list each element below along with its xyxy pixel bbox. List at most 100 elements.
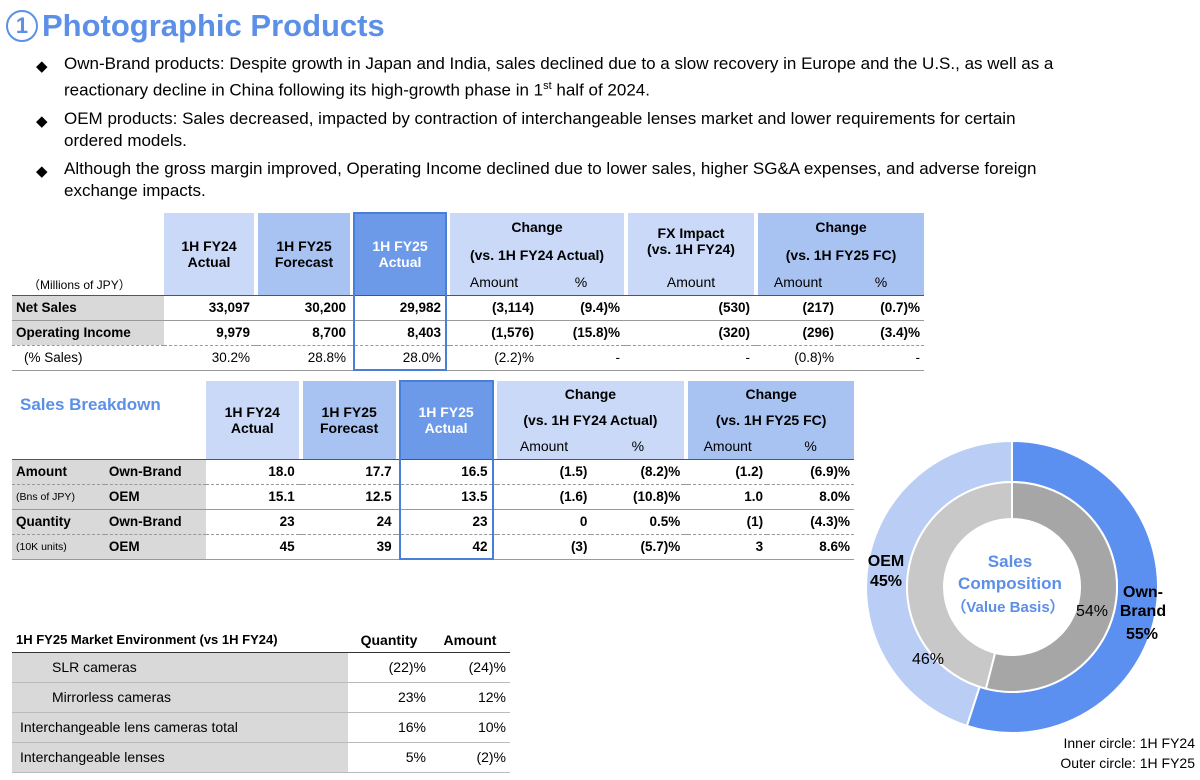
group-unit: (10K units) xyxy=(12,534,105,559)
cell: 1.0 xyxy=(744,489,764,504)
row-label: SLR cameras xyxy=(42,652,348,682)
table-row: Interchangeable lenses 5% (2)% xyxy=(12,742,510,772)
group-label: Amount xyxy=(12,459,105,484)
cell: 16% xyxy=(397,719,426,735)
cell: (3,114) xyxy=(491,300,534,315)
col-header-selected: 1H FY25 Actual xyxy=(353,212,447,295)
summary-table: 1H FY24 Actual 1H FY25 Forecast 1H FY25 Act… xyxy=(12,212,924,371)
col-header: 1H FY24 Actual xyxy=(205,381,299,459)
col-subheader: Amount xyxy=(496,433,592,459)
cell: 8,700 xyxy=(312,325,346,340)
col-subheader: (vs. 1H FY24 Actual) xyxy=(496,407,685,433)
cell: 33,097 xyxy=(208,300,250,315)
own-outer-label2: Brand xyxy=(1120,603,1166,620)
breakdown-table: 1H FY24 Actual 1H FY25 Forecast 1H FY25 Act… xyxy=(12,380,854,560)
cell: (1.2) xyxy=(735,464,764,479)
cell: (3.4)% xyxy=(880,325,920,340)
row-label: Mirrorless cameras xyxy=(42,682,348,712)
cell: 16.5 xyxy=(398,459,494,484)
col-subheader: % xyxy=(538,269,624,295)
cell: - xyxy=(745,350,751,365)
center-label-line1: Sales xyxy=(988,552,1032,571)
cell: 5% xyxy=(405,749,426,765)
cell: (6.9)% xyxy=(810,464,850,479)
table-row: Operating Income 9,979 8,700 8,403 (1,57… xyxy=(12,320,924,345)
unit-label: （Millions of JPY） xyxy=(28,278,131,292)
table-row: Net Sales 33,097 30,200 29,982 (3,114) (… xyxy=(12,295,924,320)
cell: (9.4)% xyxy=(580,300,620,315)
cell: 10% xyxy=(477,719,506,735)
cell: 0 xyxy=(579,514,588,529)
cell: 42 xyxy=(398,534,494,560)
cell: 28.8% xyxy=(307,350,346,365)
cell: (4.3)% xyxy=(810,514,850,529)
inner-own-pct: 54% xyxy=(1076,603,1108,620)
col-header: 1H FY25 Forecast xyxy=(302,381,396,459)
cell: (296) xyxy=(802,325,834,340)
page-title: 1 Photographic Products xyxy=(6,4,385,48)
cell: 45 xyxy=(279,539,295,554)
group-unit: (Bns of JPY) xyxy=(12,484,105,509)
market-table: 1H FY25 Market Environment (vs 1H FY24) … xyxy=(12,628,510,773)
col-subheader: (vs. 1H FY25 FC) xyxy=(758,241,924,269)
col-header: Change xyxy=(450,213,624,241)
cell: 12% xyxy=(477,689,506,705)
col-subheader: Amount xyxy=(688,433,768,459)
col-subheader: % xyxy=(591,433,685,459)
composition-donut-chart: Sales Composition （Value Basis） OEM 45% … xyxy=(865,440,1195,771)
col-subheader: Amount xyxy=(758,269,838,295)
col-subheader: % xyxy=(767,433,854,459)
cell: 8.0% xyxy=(819,489,850,504)
table-row: (10K units) OEM 45 39 42 (3) (5.7)% 3 8.… xyxy=(12,534,854,560)
col-header: FX Impact (vs. 1H FY24) xyxy=(628,213,754,269)
bullet-text: OEM products: Sales decreased, impacted … xyxy=(64,108,1016,128)
cell: 28.0% xyxy=(353,345,447,371)
bullet-text: reactionary decline in China following i… xyxy=(64,80,544,100)
cell: (530) xyxy=(718,300,750,315)
cell: (8.2)% xyxy=(640,464,681,479)
col-header: Amount xyxy=(443,631,497,648)
cell: (320) xyxy=(718,325,750,340)
diamond-bullet-icon: ◆ xyxy=(36,112,48,130)
cell: 23 xyxy=(279,514,295,529)
row-label: OEM xyxy=(104,534,206,559)
bullet-text: Although the gross margin improved, Oper… xyxy=(64,158,1037,178)
bullet-item: ◆ Own-Brand products: Despite growth in … xyxy=(30,53,1150,102)
market-title: 1H FY25 Market Environment (vs 1H FY24) xyxy=(16,632,278,648)
bullet-text: exchange impacts. xyxy=(64,180,206,200)
table-row: SLR cameras (22)% (24)% xyxy=(12,652,510,682)
table-corner xyxy=(12,213,164,269)
own-outer-label: Own- xyxy=(1123,584,1163,601)
unit-cell xyxy=(12,269,164,295)
bullet-item: ◆ Although the gross margin improved, Op… xyxy=(30,158,1150,202)
cell: 39 xyxy=(376,539,392,554)
superscript: st xyxy=(543,80,552,92)
table-row: (% Sales) 30.2% 28.8% 28.0% (2.2)% - - (… xyxy=(12,345,924,371)
table-row: Mirrorless cameras 23% 12% xyxy=(12,682,510,712)
inner-oem-pct: 46% xyxy=(912,651,944,668)
cell: (1.5) xyxy=(559,464,588,479)
cell: (24)% xyxy=(468,659,506,675)
oem-outer-pct: 45% xyxy=(870,573,902,590)
bullet-item: ◆ OEM products: Sales decreased, impacte… xyxy=(30,108,1150,152)
oem-outer-label: OEM xyxy=(868,553,904,570)
row-label: Own-Brand xyxy=(104,509,206,534)
cell: 8.6% xyxy=(819,539,850,554)
page-title-text: Photographic Products xyxy=(42,8,385,43)
bullet-list: ◆ Own-Brand products: Despite growth in … xyxy=(30,53,1150,208)
bullet-text: ordered models. xyxy=(64,130,187,150)
cell: (1,576) xyxy=(491,325,534,340)
cell: 3 xyxy=(755,539,764,554)
cell: 12.5 xyxy=(365,489,392,504)
diamond-bullet-icon: ◆ xyxy=(36,162,48,180)
row-label: (% Sales) xyxy=(12,345,164,370)
table-row: (Bns of JPY) OEM 15.1 12.5 13.5 (1.6) (1… xyxy=(12,484,854,509)
bullet-text: Own-Brand products: Despite growth in Ja… xyxy=(64,54,1054,73)
cell: (217) xyxy=(802,300,834,315)
table-row: Amount Own-Brand 18.0 17.7 16.5 (1.5) (8… xyxy=(12,459,854,484)
cell: 17.7 xyxy=(365,464,392,479)
row-label: OEM xyxy=(104,484,206,509)
legend-outer: Outer circle: 1H FY25 xyxy=(1060,755,1195,771)
diamond-bullet-icon: ◆ xyxy=(36,58,48,75)
cell: (2)% xyxy=(476,749,506,765)
